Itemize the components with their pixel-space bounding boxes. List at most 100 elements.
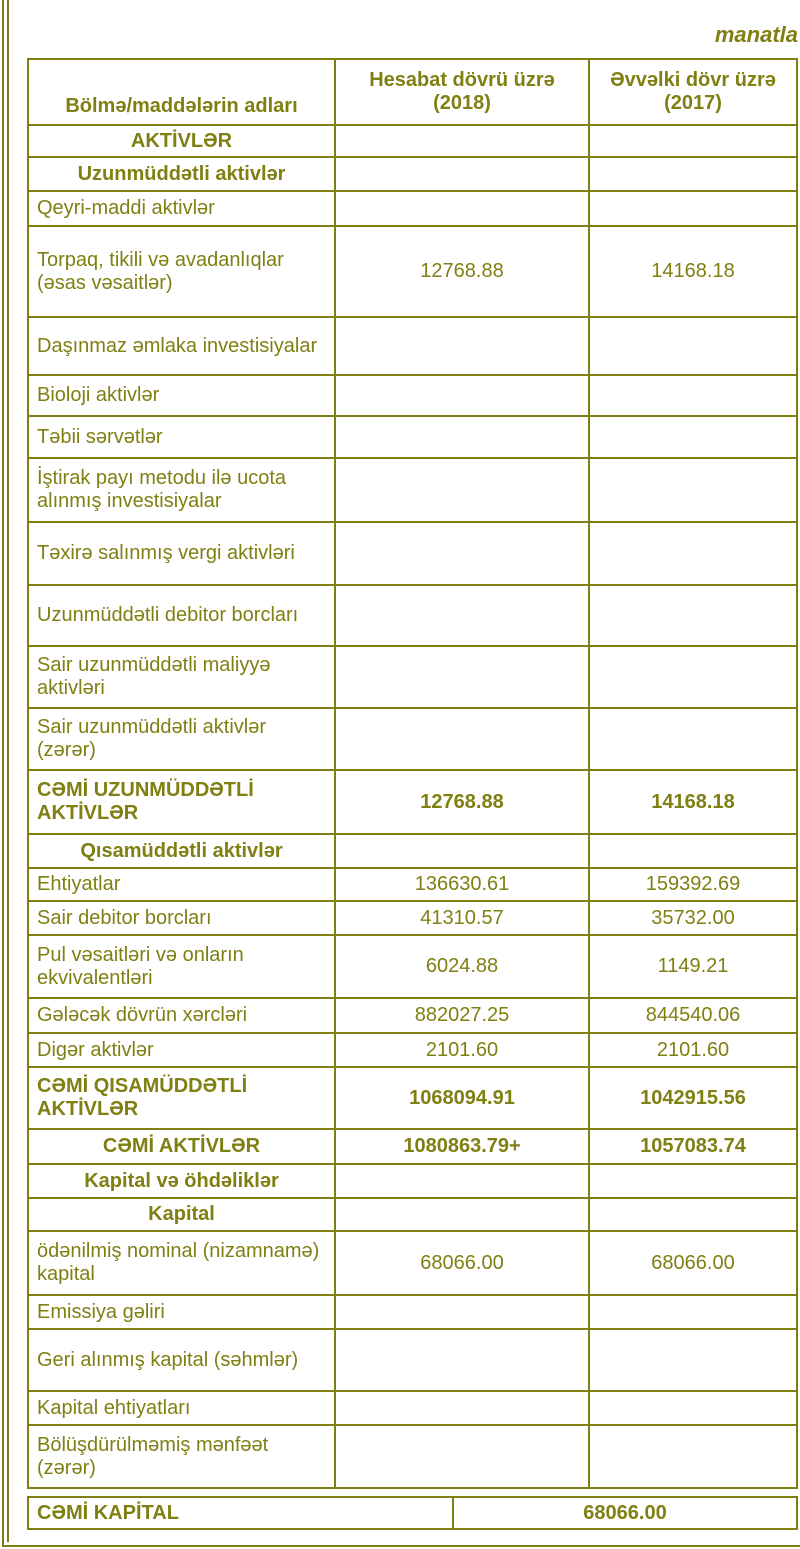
value-2018 [334, 707, 590, 771]
unit-label: manatla [714, 22, 798, 47]
header-col-names: Bölmə/maddələrin adları [27, 58, 336, 126]
value-2018 [334, 1328, 590, 1392]
row-label: Kapital və öhdəliklər [27, 1163, 336, 1199]
total-capital-table: CƏMİ KAPİTAL 68066.00 [27, 1496, 798, 1530]
table-row: Pul vəsaitləri və onların ekvivalentləri… [27, 934, 798, 999]
row-label: Geri alınmış kapital (səhmlər) [27, 1328, 336, 1392]
row-label: Sair uzunmüddətli maliyyə aktivləri [27, 645, 336, 709]
row-label: AKTİVLƏR [27, 124, 336, 158]
value-2017 [588, 1390, 798, 1426]
table-row: Sair uzunmüddətli maliyyə aktivləri [27, 645, 798, 709]
value-2018: 41310.57 [334, 900, 590, 936]
value-2018 [334, 584, 590, 647]
value-2017: 14168.18 [588, 769, 798, 835]
value-2017 [588, 584, 798, 647]
table-row: Ehtiyatlar 136630.61 159392.69 [27, 867, 798, 902]
value-2017: 68066.00 [588, 1230, 798, 1296]
table-row: Təbii sərvətlər [27, 415, 798, 459]
table-row: AKTİVLƏR [27, 124, 798, 158]
value-2017: 1057083.74 [588, 1128, 798, 1165]
table-row: Digər aktivlər 2101.60 2101.60 [27, 1032, 798, 1068]
table-row: Qısamüddətli aktivlər [27, 833, 798, 869]
total-capital-value: 68066.00 [452, 1496, 798, 1530]
value-2018: 2101.60 [334, 1032, 590, 1068]
table-row: CƏMİ AKTİVLƏR 1080863.79+ 1057083.74 [27, 1128, 798, 1165]
row-label: Digər aktivlər [27, 1032, 336, 1068]
table-row: Bioloji aktivlər [27, 374, 798, 417]
value-2018 [334, 415, 590, 459]
value-2018 [334, 521, 590, 586]
value-2017: 844540.06 [588, 997, 798, 1034]
table-row: Torpaq, tikili və avadanlıqlar (əsas vəs… [27, 225, 798, 318]
row-label: Kapital ehtiyatları [27, 1390, 336, 1426]
header-col-2017: Əvvəlki dövr üzrə (2017) [588, 58, 798, 126]
row-label: Kapital [27, 1197, 336, 1232]
table-row: Qeyri-maddi aktivlər [27, 190, 798, 227]
balance-sheet-table: Bölmə/maddələrin adları Hesabat dövrü üz… [27, 58, 798, 1489]
value-2017 [588, 156, 798, 192]
value-2017 [588, 521, 798, 586]
value-2018: 136630.61 [334, 867, 590, 902]
value-2018 [334, 1163, 590, 1199]
table-row: İştirak payı metodu ilə ucota alınmış in… [27, 457, 798, 523]
row-label: Ehtiyatlar [27, 867, 336, 902]
value-2018: 1080863.79+ [334, 1128, 590, 1165]
table-row: Sair uzunmüddətli aktivlər (zərər) [27, 707, 798, 771]
row-label: CƏMİ QISAMÜDDƏTLİ AKTİVLƏR [27, 1066, 336, 1130]
value-2018 [334, 1424, 590, 1489]
row-label: Uzunmüddətli debitor borcları [27, 584, 336, 647]
value-2018 [334, 1294, 590, 1330]
row-label: Uzunmüddətli aktivlər [27, 156, 336, 192]
value-2017: 2101.60 [588, 1032, 798, 1068]
value-2018 [334, 124, 590, 158]
value-2017 [588, 1294, 798, 1330]
table-row: Emissiya gəliri [27, 1294, 798, 1330]
row-label: ödənilmiş nominal (nizamnamə) kapital [27, 1230, 336, 1296]
value-2017: 1042915.56 [588, 1066, 798, 1130]
value-2018: 6024.88 [334, 934, 590, 999]
row-label: İştirak payı metodu ilə ucota alınmış in… [27, 457, 336, 523]
row-label: Bölüşdürülməmiş mənfəət (zərər) [27, 1424, 336, 1489]
value-2017 [588, 833, 798, 869]
value-2018 [334, 190, 590, 227]
row-label: Qısamüddətli aktivlər [27, 833, 336, 869]
value-2017 [588, 374, 798, 417]
row-label: Qeyri-maddi aktivlər [27, 190, 336, 227]
value-2018: 1068094.91 [334, 1066, 590, 1130]
table-row: Kapital ehtiyatları [27, 1390, 798, 1426]
value-2017: 14168.18 [588, 225, 798, 318]
table-row: ödənilmiş nominal (nizamnamə) kapital 680… [27, 1230, 798, 1296]
table-row: Təxirə salınmış vergi aktivləri [27, 521, 798, 586]
value-2017 [588, 1163, 798, 1199]
row-label: Bioloji aktivlər [27, 374, 336, 417]
row-label: Pul vəsaitləri və onların ekvivalentləri [27, 934, 336, 999]
value-2017 [588, 124, 798, 158]
value-2018 [334, 833, 590, 869]
row-label: Torpaq, tikili və avadanlıqlar (əsas vəs… [27, 225, 336, 318]
row-label: CƏMİ AKTİVLƏR [27, 1128, 336, 1165]
value-2018 [334, 1390, 590, 1426]
total-capital-row: CƏMİ KAPİTAL 68066.00 [27, 1496, 798, 1530]
table-row: Geri alınmış kapital (səhmlər) [27, 1328, 798, 1392]
header-row: Bölmə/maddələrin adları Hesabat dövrü üz… [27, 58, 798, 126]
value-2017 [588, 415, 798, 459]
table-row: Uzunmüddətli debitor borcları [27, 584, 798, 647]
value-2017 [588, 1424, 798, 1489]
total-capital-label: CƏMİ KAPİTAL [27, 1496, 454, 1530]
row-label: Gələcək dövrün xərcləri [27, 997, 336, 1034]
row-label: CƏMİ UZUNMÜDDƏTLİ AKTİVLƏR [27, 769, 336, 835]
value-2017 [588, 457, 798, 523]
row-label: Təbii sərvətlər [27, 415, 336, 459]
value-2018 [334, 374, 590, 417]
value-2017 [588, 1197, 798, 1232]
table-row: Uzunmüddətli aktivlər [27, 156, 798, 192]
table-row: CƏMİ UZUNMÜDDƏTLİ AKTİVLƏR 12768.88 14168.… [27, 769, 798, 835]
row-label: Sair debitor borcları [27, 900, 336, 936]
row-label: Sair uzunmüddətli aktivlər (zərər) [27, 707, 336, 771]
value-2017 [588, 707, 798, 771]
table-row: Sair debitor borcları 41310.57 35732.00 [27, 900, 798, 936]
header-col-2018: Hesabat dövrü üzrə (2018) [334, 58, 590, 126]
value-2018: 68066.00 [334, 1230, 590, 1296]
value-2017 [588, 1328, 798, 1392]
value-2018: 882027.25 [334, 997, 590, 1034]
